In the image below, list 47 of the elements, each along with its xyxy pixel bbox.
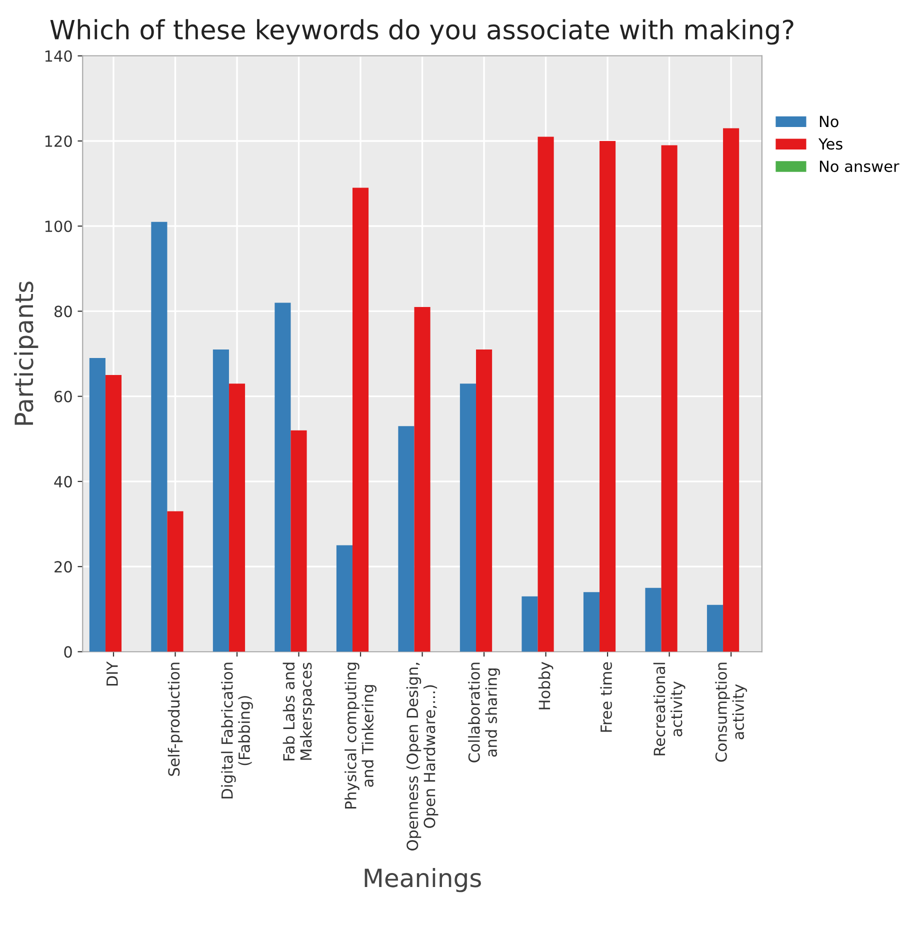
bar <box>398 426 414 652</box>
y-tick-label: 120 <box>45 135 72 147</box>
bar <box>600 140 616 652</box>
legend-label: Yes <box>818 138 842 150</box>
bar <box>290 430 307 652</box>
bar <box>476 350 492 652</box>
x-tick-label: Physical computing and Tinkering <box>344 662 376 809</box>
bar <box>522 596 538 652</box>
y-tick-label: 60 <box>54 390 72 402</box>
bar <box>706 604 724 652</box>
x-axis-title: Meanings <box>364 868 481 892</box>
bar <box>414 306 430 652</box>
y-tick-label: 20 <box>54 561 72 573</box>
y-tick-label: 0 <box>64 646 72 658</box>
bar <box>460 384 476 652</box>
bar <box>645 588 662 652</box>
bar <box>274 302 291 652</box>
bar <box>583 592 600 652</box>
x-tick-label: Fab Labs and Makerspaces <box>282 662 315 760</box>
y-tick-label: 80 <box>54 306 72 318</box>
x-tick-label: Recreational activity <box>653 662 686 756</box>
bar <box>661 145 678 652</box>
bar <box>105 375 122 652</box>
x-tick-label: Free time <box>600 662 612 732</box>
x-tick-label: Digital Fabrication (Fabbing) <box>221 662 253 798</box>
x-tick-label: Openness (Open Design, Open Hardware,...) <box>406 662 438 850</box>
x-tick-label: DIY <box>106 661 118 686</box>
y-tick-label: 140 <box>45 50 72 62</box>
bar <box>89 358 106 652</box>
y-axis-title: Participants <box>14 282 38 425</box>
y-tick-label: 40 <box>54 476 72 488</box>
x-tick-label: Collaboration and sharing <box>468 662 500 762</box>
bar <box>352 188 369 652</box>
bar <box>228 384 246 652</box>
bar <box>151 222 168 652</box>
bar <box>212 350 229 652</box>
x-tick-label: Hobby <box>538 662 554 710</box>
bar <box>167 511 184 652</box>
chart-title: Which of these keywords do you associate with making? <box>50 19 794 45</box>
legend-label: No <box>820 116 838 128</box>
bar <box>336 545 352 652</box>
bar <box>538 136 554 652</box>
legend-label: No answer <box>820 160 900 172</box>
bar <box>723 128 740 652</box>
x-tick-label: Self-production <box>168 662 183 776</box>
y-tick-label: 100 <box>45 220 72 232</box>
x-tick-label: Consumption activity <box>715 662 748 762</box>
